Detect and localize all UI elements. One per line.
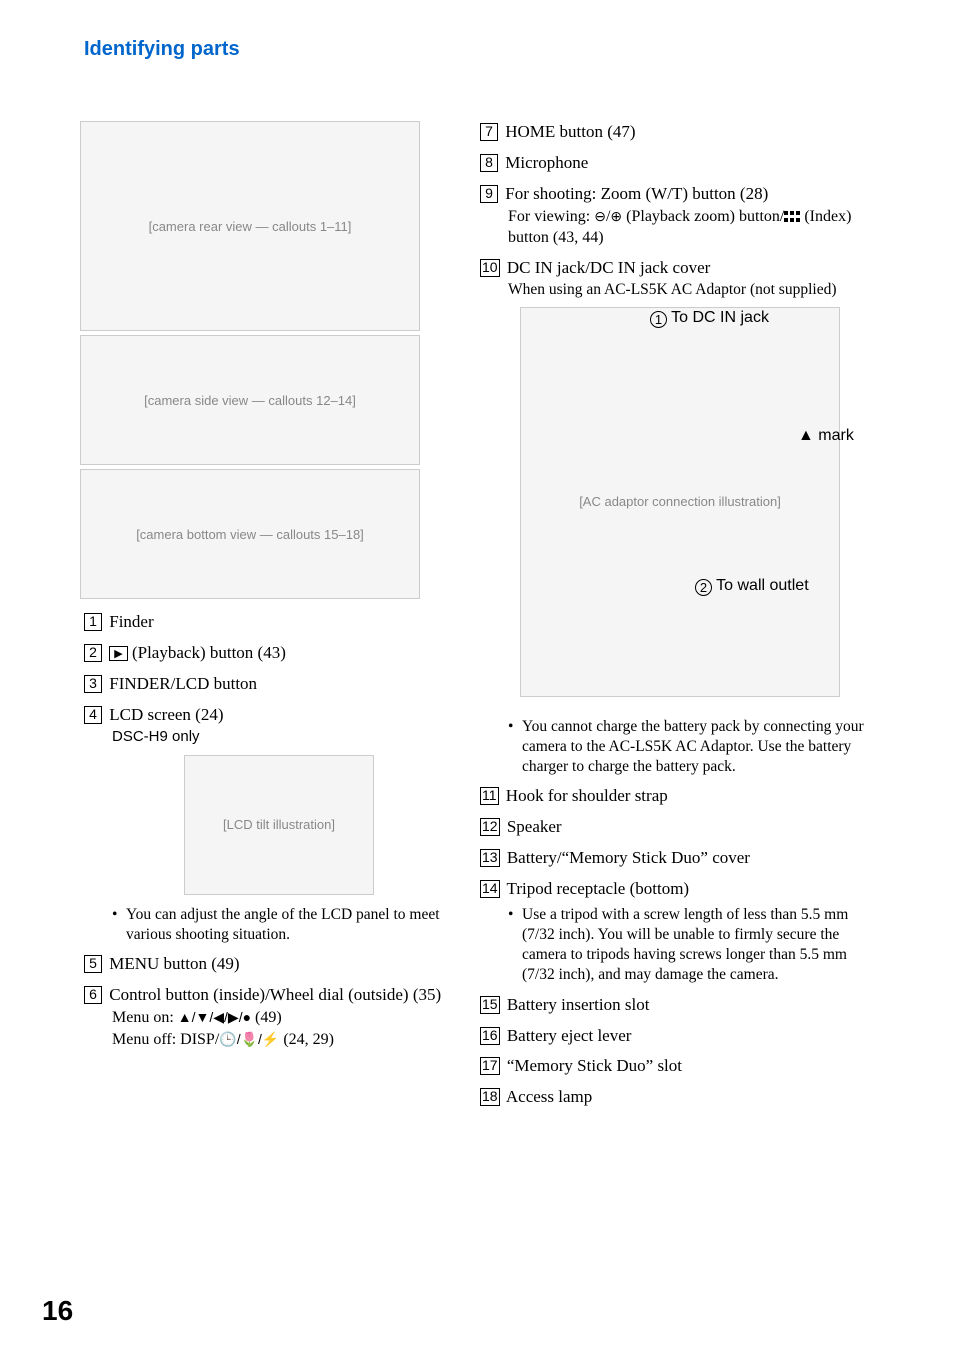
diagram-lcd-tilt: [LCD tilt illustration] <box>184 755 374 895</box>
item-text: LCD screen (24) <box>109 705 223 724</box>
callout-number: 17 <box>480 1057 500 1075</box>
item-sub: When using an AC-LS5K AC Adaptor (not su… <box>480 280 880 301</box>
item-note: DSC-H9 only <box>84 727 450 747</box>
callout-number: 4 <box>84 706 102 724</box>
menu-off-line: Menu off: DISP/🕒/🌷/⚡ (24, 29) <box>84 1029 450 1051</box>
callout-number: 11 <box>480 787 499 805</box>
list-item: 6 Control button (inside)/Wheel dial (ou… <box>84 984 450 1050</box>
list-item: 16 Battery eject lever <box>480 1025 880 1048</box>
callout-number: 16 <box>480 1027 500 1045</box>
item-text: MENU button (49) <box>109 954 239 973</box>
list-item: 2 ▶ (Playback) button (43) <box>84 642 450 665</box>
callout-number: 2 <box>84 644 102 662</box>
list-item: 13 Battery/“Memory Stick Duo” cover <box>480 847 880 870</box>
item-text: Battery/“Memory Stick Duo” cover <box>507 848 750 867</box>
content-columns: [camera rear view — callouts 1–11] [came… <box>50 121 904 1117</box>
section-header: Identifying parts <box>84 38 904 61</box>
diagram-bottom-view: [camera bottom view — callouts 15–18] <box>80 469 420 599</box>
item-text: Battery eject lever <box>507 1026 632 1045</box>
right-column: 7 HOME button (47) 8 Microphone 9 For sh… <box>480 121 880 1117</box>
callout-number: 18 <box>480 1088 500 1106</box>
list-item: 12 Speaker <box>480 816 880 839</box>
callout-number: 8 <box>480 154 498 172</box>
bullet-text: You cannot charge the battery pack by co… <box>508 717 880 777</box>
list-item: 17 “Memory Stick Duo” slot <box>480 1055 880 1078</box>
callout-number: 7 <box>480 123 498 141</box>
item-text: “Memory Stick Duo” slot <box>507 1056 682 1075</box>
list-item: 15 Battery insertion slot <box>480 994 880 1017</box>
item-text: (Playback) button (43) <box>132 643 286 662</box>
list-item: 14 Tripod receptacle (bottom) Use a trip… <box>480 878 880 986</box>
callout-number: 13 <box>480 849 500 867</box>
callout-number: 3 <box>84 675 102 693</box>
bullet-text: Use a tripod with a screw length of less… <box>508 905 880 986</box>
circled-2: 2 <box>695 579 712 596</box>
mode-icons: 🕒/🌷/⚡ <box>219 1030 279 1049</box>
list-item: 8 Microphone <box>480 152 880 175</box>
callout-number: 12 <box>480 818 500 836</box>
list-item: 7 HOME button (47) <box>480 121 880 144</box>
wall-outlet-label: 2 To wall outlet <box>695 575 809 597</box>
list-item: 9 For shooting: Zoom (W/T) button (28) F… <box>480 183 880 249</box>
list-item: 11 Hook for shoulder strap <box>480 785 880 808</box>
item-text: For shooting: Zoom (W/T) button (28) <box>505 184 768 203</box>
index-icon <box>784 211 800 222</box>
dc-in-label: 1 To DC IN jack <box>650 307 769 329</box>
item-text: Battery insertion slot <box>507 995 650 1014</box>
item-text: Speaker <box>507 817 562 836</box>
callout-number: 15 <box>480 996 500 1014</box>
item-text: Tripod receptacle (bottom) <box>507 879 690 898</box>
callout-number: 14 <box>480 880 500 898</box>
mark-label: ▲ mark <box>798 425 854 447</box>
list-item: 3 FINDER/LCD button <box>84 673 450 696</box>
left-column: [camera rear view — callouts 1–11] [came… <box>50 121 450 1117</box>
item-text: Access lamp <box>506 1087 592 1106</box>
playback-icon: ▶ <box>109 646 127 661</box>
callout-number: 9 <box>480 185 498 203</box>
item-text: HOME button (47) <box>505 122 635 141</box>
bullet-text: You can adjust the angle of the LCD pane… <box>112 905 450 945</box>
item-text: Finder <box>109 612 153 631</box>
callout-number: 1 <box>84 613 102 631</box>
callout-number: 5 <box>84 955 102 973</box>
dpad-icons: ▲/▼/◀/▶/● <box>178 1008 251 1027</box>
item-subline: For viewing: ⊖/⊕ (Playback zoom) button/… <box>480 206 880 249</box>
menu-on-line: Menu on: ▲/▼/◀/▶/● (49) <box>84 1007 450 1029</box>
zoom-out-icon: ⊖ <box>594 207 606 226</box>
item-text: FINDER/LCD button <box>109 674 257 693</box>
callout-number: 10 <box>480 259 500 277</box>
diagram-ac-adaptor: [AC adaptor connection illustration] <box>520 307 840 697</box>
item-text: Control button (inside)/Wheel dial (outs… <box>109 985 441 1004</box>
list-item: 1 Finder <box>84 611 450 634</box>
diagram-side-view: [camera side view — callouts 12–14] <box>80 335 420 465</box>
item-text: DC IN jack/DC IN jack cover <box>507 258 710 277</box>
circled-1: 1 <box>650 311 667 328</box>
item-text: Microphone <box>505 153 588 172</box>
list-item: 4 LCD screen (24) DSC-H9 only [LCD tilt … <box>84 704 450 945</box>
item-text: Hook for shoulder strap <box>506 786 668 805</box>
list-item: 18 Access lamp <box>480 1086 880 1109</box>
callout-number: 6 <box>84 986 102 1004</box>
diagram-rear-view: [camera rear view — callouts 1–11] <box>80 121 420 331</box>
page-number: 16 <box>42 1295 73 1327</box>
list-item: 5 MENU button (49) <box>84 953 450 976</box>
zoom-in-icon: ⊕ <box>610 207 622 226</box>
list-item: 10 DC IN jack/DC IN jack cover When usin… <box>480 257 880 777</box>
